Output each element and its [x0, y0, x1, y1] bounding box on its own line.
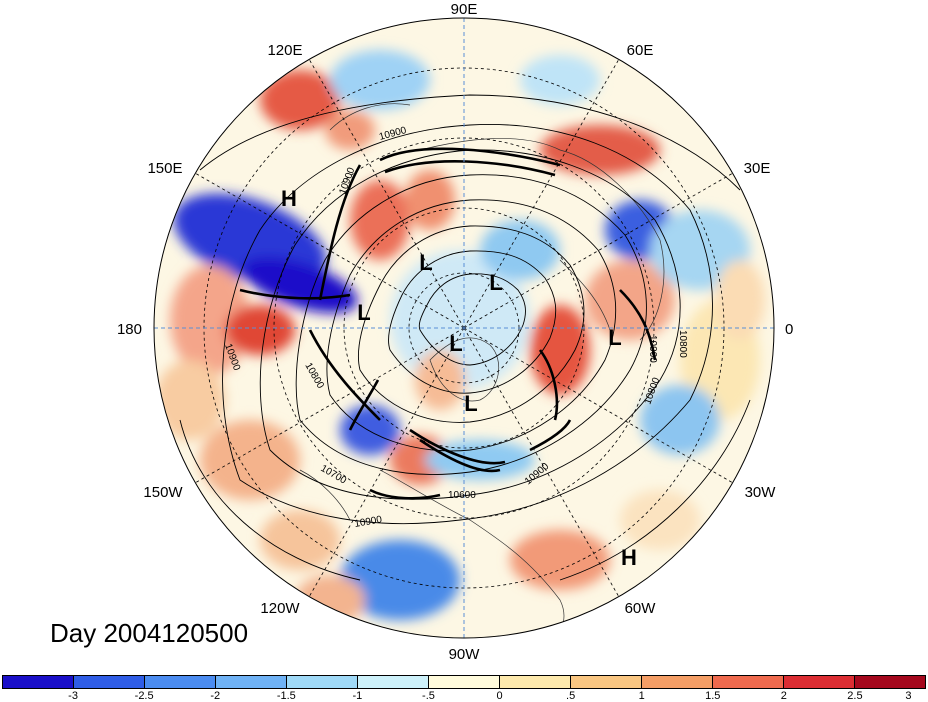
low-pressure-marker: L	[608, 325, 621, 350]
colorbar-tick-label: 2	[780, 690, 787, 702]
low-pressure-marker: L	[449, 331, 462, 356]
colorbar-cell	[358, 676, 429, 688]
low-pressure-marker: L	[357, 300, 370, 325]
low-pressure-marker: L	[464, 391, 477, 416]
colorbar-tick-label: -2.5	[134, 690, 154, 702]
lon-label-90w: 90W	[449, 646, 481, 663]
low-pressure-marker: L	[419, 250, 432, 275]
map-boundary	[153, 17, 775, 639]
colorbar-cell	[145, 676, 216, 688]
colorbar-tick-label: 2.5	[847, 690, 863, 702]
lon-label-150w: 150W	[143, 484, 183, 501]
axis-lines	[154, 18, 774, 638]
colorbar-tick-label: -3	[68, 690, 78, 702]
colorbar-cell	[855, 676, 925, 688]
lon-label-0: 0	[785, 321, 793, 338]
lon-label-30w: 30W	[745, 484, 777, 501]
jet-contours	[239, 147, 657, 500]
colorbar-tick-label: 1	[638, 690, 645, 702]
colorbar-tick-label: -1	[352, 690, 363, 702]
colorbar	[2, 675, 926, 689]
colorbar-tick-label: .5	[566, 690, 576, 702]
lon-label-120w: 120W	[260, 600, 300, 617]
contour-label: 10800	[677, 330, 688, 358]
colorbar-cell	[216, 676, 287, 688]
lon-label-150e: 150E	[147, 160, 182, 177]
colorbar-tick-label: 1.5	[705, 690, 721, 702]
colorbar-tick-label: 0	[496, 690, 503, 702]
colorbar-cell	[74, 676, 145, 688]
anomaly-field	[154, 18, 774, 638]
colorbar-cell	[287, 676, 358, 688]
lon-label-120e: 120E	[267, 42, 302, 59]
high-pressure-marker: H	[621, 545, 637, 570]
lon-label-30e: 30E	[744, 160, 771, 177]
colorbar-cell	[429, 676, 500, 688]
contour-label: 10900	[647, 335, 658, 363]
day-label: Day 2004120500	[50, 618, 249, 648]
colorbar-cell	[713, 676, 784, 688]
high-pressure-marker: H	[281, 186, 297, 211]
colorbar-cell	[500, 676, 571, 688]
colorbar-tick-label: 3	[905, 690, 912, 702]
colorbar-cell	[642, 676, 713, 688]
lon-label-60e: 60E	[627, 42, 654, 59]
height-contours	[179, 94, 751, 581]
contour-label: 10600	[448, 490, 476, 501]
colorbar-cell	[571, 676, 642, 688]
colorbar-labels: -3 -2.5 -2 -1.5 -1 -.5 0 .5 1 1.5 2 2.5 3	[0, 690, 928, 702]
low-pressure-marker: L	[489, 270, 502, 295]
colorbar-tick-label: -2	[210, 690, 221, 702]
colorbar-tick-label: -.5	[422, 690, 435, 702]
colorbar-cell	[784, 676, 855, 688]
lon-label-180: 180	[117, 321, 142, 338]
colorbar-cell	[3, 676, 74, 688]
lon-label-60w: 60W	[625, 600, 657, 617]
colorbar-tick-label: -1.5	[276, 690, 296, 702]
contour-label: 10900	[354, 514, 384, 530]
lon-label-90e: 90E	[451, 1, 478, 18]
